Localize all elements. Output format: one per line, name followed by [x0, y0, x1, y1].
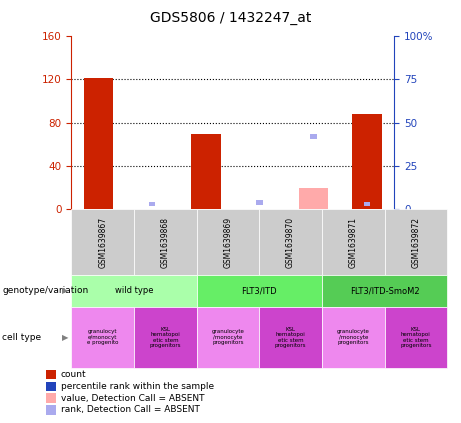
Text: granulocyt
e/monocyt
e progenito: granulocyt e/monocyt e progenito	[87, 330, 118, 345]
Bar	[83, 78, 113, 209]
Text: ▶: ▶	[62, 286, 69, 295]
Bar	[256, 200, 263, 205]
Text: ▶: ▶	[62, 333, 69, 342]
Text: rank, Detection Call = ABSENT: rank, Detection Call = ABSENT	[61, 405, 200, 415]
Text: KSL
hematopoi
etic stem
progenitors: KSL hematopoi etic stem progenitors	[150, 327, 181, 348]
Text: GDS5806 / 1432247_at: GDS5806 / 1432247_at	[150, 11, 311, 25]
Text: KSL
hematopoi
etic stem
progenitors: KSL hematopoi etic stem progenitors	[275, 327, 307, 348]
Bar	[353, 114, 382, 209]
Text: genotype/variation: genotype/variation	[2, 286, 89, 295]
Bar	[299, 188, 328, 209]
Text: GSM1639871: GSM1639871	[349, 217, 358, 268]
Bar	[191, 134, 221, 209]
Text: value, Detection Call = ABSENT: value, Detection Call = ABSENT	[61, 393, 204, 403]
Text: granulocyte
/monocyte
progenitors: granulocyte /monocyte progenitors	[212, 330, 244, 345]
Bar	[149, 202, 155, 206]
Text: GSM1639872: GSM1639872	[411, 217, 420, 268]
Text: FLT3/ITD-SmoM2: FLT3/ITD-SmoM2	[350, 286, 420, 295]
Text: count: count	[61, 370, 87, 379]
Text: wild type: wild type	[115, 286, 154, 295]
Text: GSM1639868: GSM1639868	[161, 217, 170, 268]
Bar	[310, 135, 317, 139]
Text: cell type: cell type	[2, 333, 41, 342]
Text: FLT3/ITD: FLT3/ITD	[242, 286, 277, 295]
Text: GSM1639870: GSM1639870	[286, 217, 295, 268]
Bar	[364, 202, 371, 206]
Text: percentile rank within the sample: percentile rank within the sample	[61, 382, 214, 391]
Text: granulocyte
/monocyte
progenitors: granulocyte /monocyte progenitors	[337, 330, 370, 345]
Text: KSL
hematopoi
etic stem
progenitors: KSL hematopoi etic stem progenitors	[400, 327, 431, 348]
Text: GSM1639867: GSM1639867	[98, 217, 107, 268]
Text: GSM1639869: GSM1639869	[224, 217, 232, 268]
